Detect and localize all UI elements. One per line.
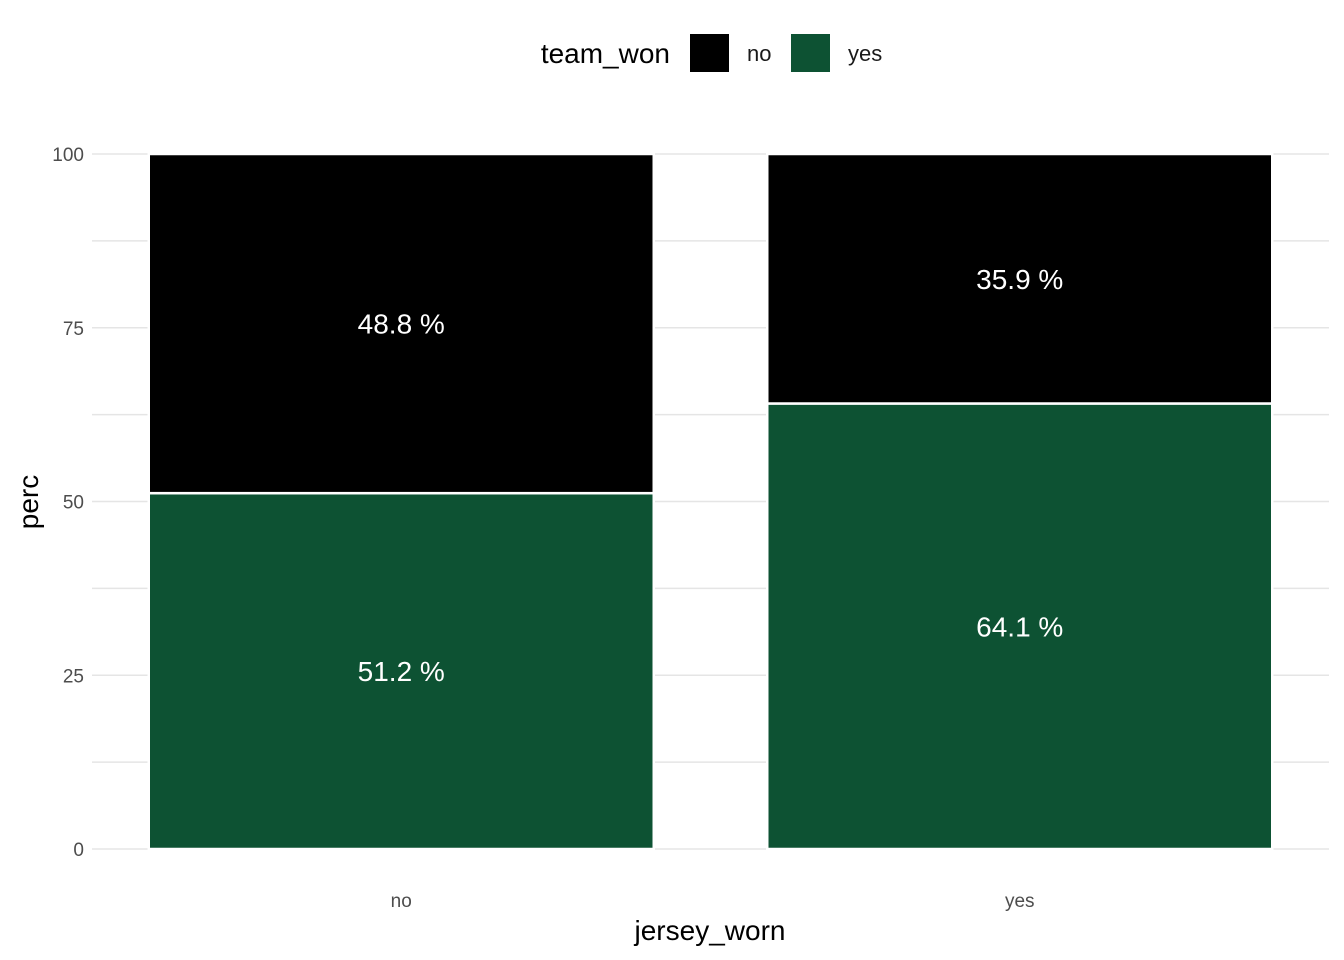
bar-value-label: 64.1 % [976,611,1063,642]
bar-value-label: 48.8 % [358,309,445,340]
x-tick-label: no [391,891,412,912]
legend-key-yes [791,34,830,72]
bar-labels: 51.2 % 48.8 % 64.1 % 35.9 % [358,264,1064,687]
y-axis-ticks: 0 25 50 75 100 [52,145,84,861]
bar-segment-no [147,152,655,495]
x-tick-label: yes [1005,891,1035,912]
bar-value-label: 35.9 % [976,264,1063,295]
y-tick-label: 25 [63,666,84,687]
y-tick-label: 50 [63,493,84,514]
bar-segment-yes [766,402,1274,851]
y-tick-label: 100 [52,145,84,166]
bar-segment-yes [147,491,655,851]
x-axis-ticks: no yes [391,891,1035,912]
legend: team_won no yes [541,34,882,72]
legend-key-no [690,34,729,72]
bars [147,152,1274,851]
legend-title: team_won [541,38,670,69]
y-tick-label: 75 [63,319,84,340]
bar-segment-no [766,152,1274,405]
y-tick-label: 0 [73,840,84,861]
legend-label-no: no [747,41,771,66]
legend-label-yes: yes [848,41,882,66]
x-axis-title: jersey_worn [634,915,786,946]
bar-value-label: 51.2 % [358,656,445,687]
y-axis-title: perc [13,475,44,529]
